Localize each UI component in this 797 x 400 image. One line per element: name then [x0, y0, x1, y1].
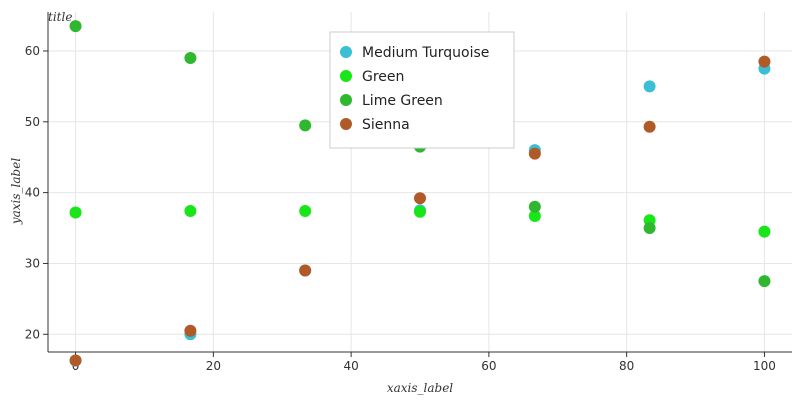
point-medium-turquoise	[643, 80, 656, 93]
x-tick-label: 40	[343, 359, 358, 373]
legend-swatch-sienna	[340, 118, 352, 130]
point-green	[758, 225, 771, 238]
point-sienna	[299, 264, 312, 277]
point-green	[414, 205, 426, 218]
legend-label-sienna: Sienna	[362, 117, 410, 133]
legend-swatch-green	[340, 70, 352, 82]
legend-label-green: Green	[362, 69, 404, 85]
point-lime-green	[643, 222, 656, 235]
point-green	[528, 210, 541, 222]
y-tick-label: 30	[25, 256, 40, 270]
y-tick-label: 50	[25, 115, 40, 129]
legend-box	[329, 31, 515, 149]
y-tick-label: 60	[25, 44, 40, 58]
point-lime-green	[184, 52, 197, 65]
point-sienna	[69, 354, 82, 367]
point-green	[299, 205, 312, 218]
chart-title: title	[48, 10, 72, 24]
x-axis-label: xaxis_label	[387, 381, 453, 395]
legend: Medium Turquoise Green Lime Green Sienna	[329, 31, 515, 149]
y-tick-label: 20	[25, 327, 40, 341]
legend-swatch-medium-turquoise	[340, 46, 352, 58]
point-sienna	[414, 192, 426, 205]
x-tick-label: 60	[481, 359, 496, 373]
legend-swatch-lime-green	[340, 94, 352, 106]
y-tick-label: 40	[25, 186, 40, 200]
point-sienna	[643, 120, 656, 133]
x-tick-label: 20	[206, 359, 221, 373]
legend-label-lime-green: Lime Green	[362, 93, 443, 109]
axes: 0204060801002030405060	[25, 12, 792, 373]
x-tick-label: 100	[753, 359, 776, 373]
legend-label-medium-turquoise: Medium Turquoise	[362, 45, 489, 61]
point-lime-green	[528, 200, 541, 213]
point-lime-green	[69, 20, 82, 33]
point-lime-green	[299, 119, 312, 132]
point-sienna	[758, 55, 771, 68]
y-axis-label: yaxis_label	[9, 158, 23, 225]
point-lime-green	[758, 275, 771, 288]
point-green	[184, 205, 197, 218]
x-tick-label: 80	[619, 359, 634, 373]
point-sienna	[528, 147, 541, 160]
point-green	[69, 206, 82, 219]
point-sienna	[184, 324, 197, 337]
